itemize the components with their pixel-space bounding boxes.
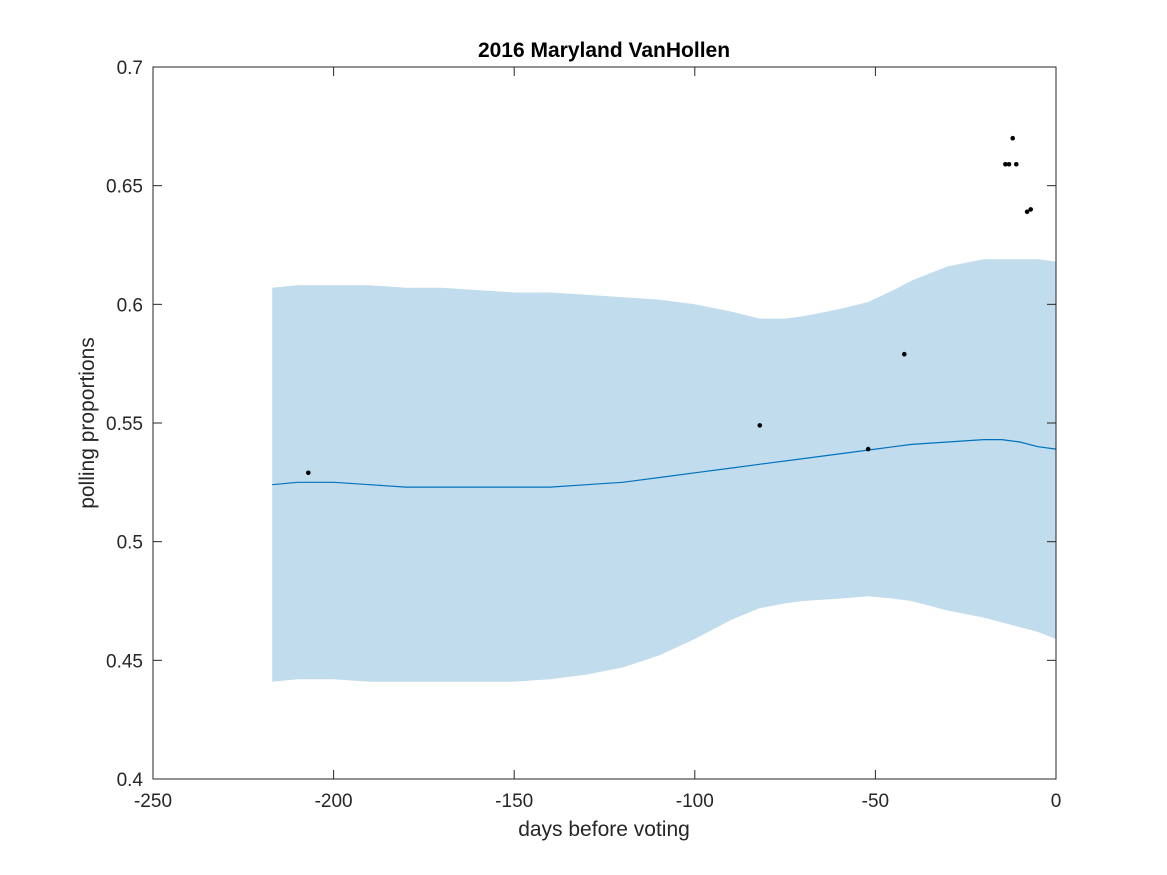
y-axis-label: polling proportions [76, 337, 99, 509]
data-point [1024, 209, 1030, 215]
data-point [306, 470, 311, 476]
ticks-layer: -250 -200 -150 -100 -50 0 0.4 0.45 0.5 0.55 0.6 0.6… [106, 58, 1061, 812]
series-line-0 [272, 439, 1057, 488]
y-tick-label: 0.5 [117, 533, 143, 554]
x-tick-label: -150 [495, 791, 533, 812]
data-point [1006, 162, 1012, 167]
x-tick-label: -100 [676, 791, 714, 812]
y-tick-label: 0.7 [117, 58, 143, 79]
y-tick-label: 0.55 [106, 414, 143, 435]
y-tick-label: 0.45 [106, 651, 143, 672]
y-tick-label: 0.6 [117, 295, 143, 316]
x-tick-label: -200 [315, 791, 353, 812]
x-tick-label: -250 [134, 791, 172, 812]
x-tick-label: -50 [862, 791, 889, 812]
data-point [1003, 162, 1008, 167]
confidence-band [272, 259, 1056, 682]
y-tick-label: 0.4 [117, 770, 144, 791]
chart-title: 2016 Maryland VanHollen [478, 39, 730, 62]
y-tick-label: 0.65 [106, 177, 143, 198]
data-point [757, 423, 763, 428]
x-tick-label: 0 [1051, 791, 1062, 812]
data-point [902, 351, 907, 357]
mean-line-layer [272, 439, 1057, 488]
data-point [1028, 207, 1033, 212]
data-point [865, 446, 871, 452]
data-points-layer [306, 135, 1033, 476]
data-point [1010, 135, 1015, 141]
data-point [1014, 162, 1019, 167]
x-axis-label: days before voting [518, 818, 690, 841]
confidence-band-layer [272, 259, 1056, 682]
